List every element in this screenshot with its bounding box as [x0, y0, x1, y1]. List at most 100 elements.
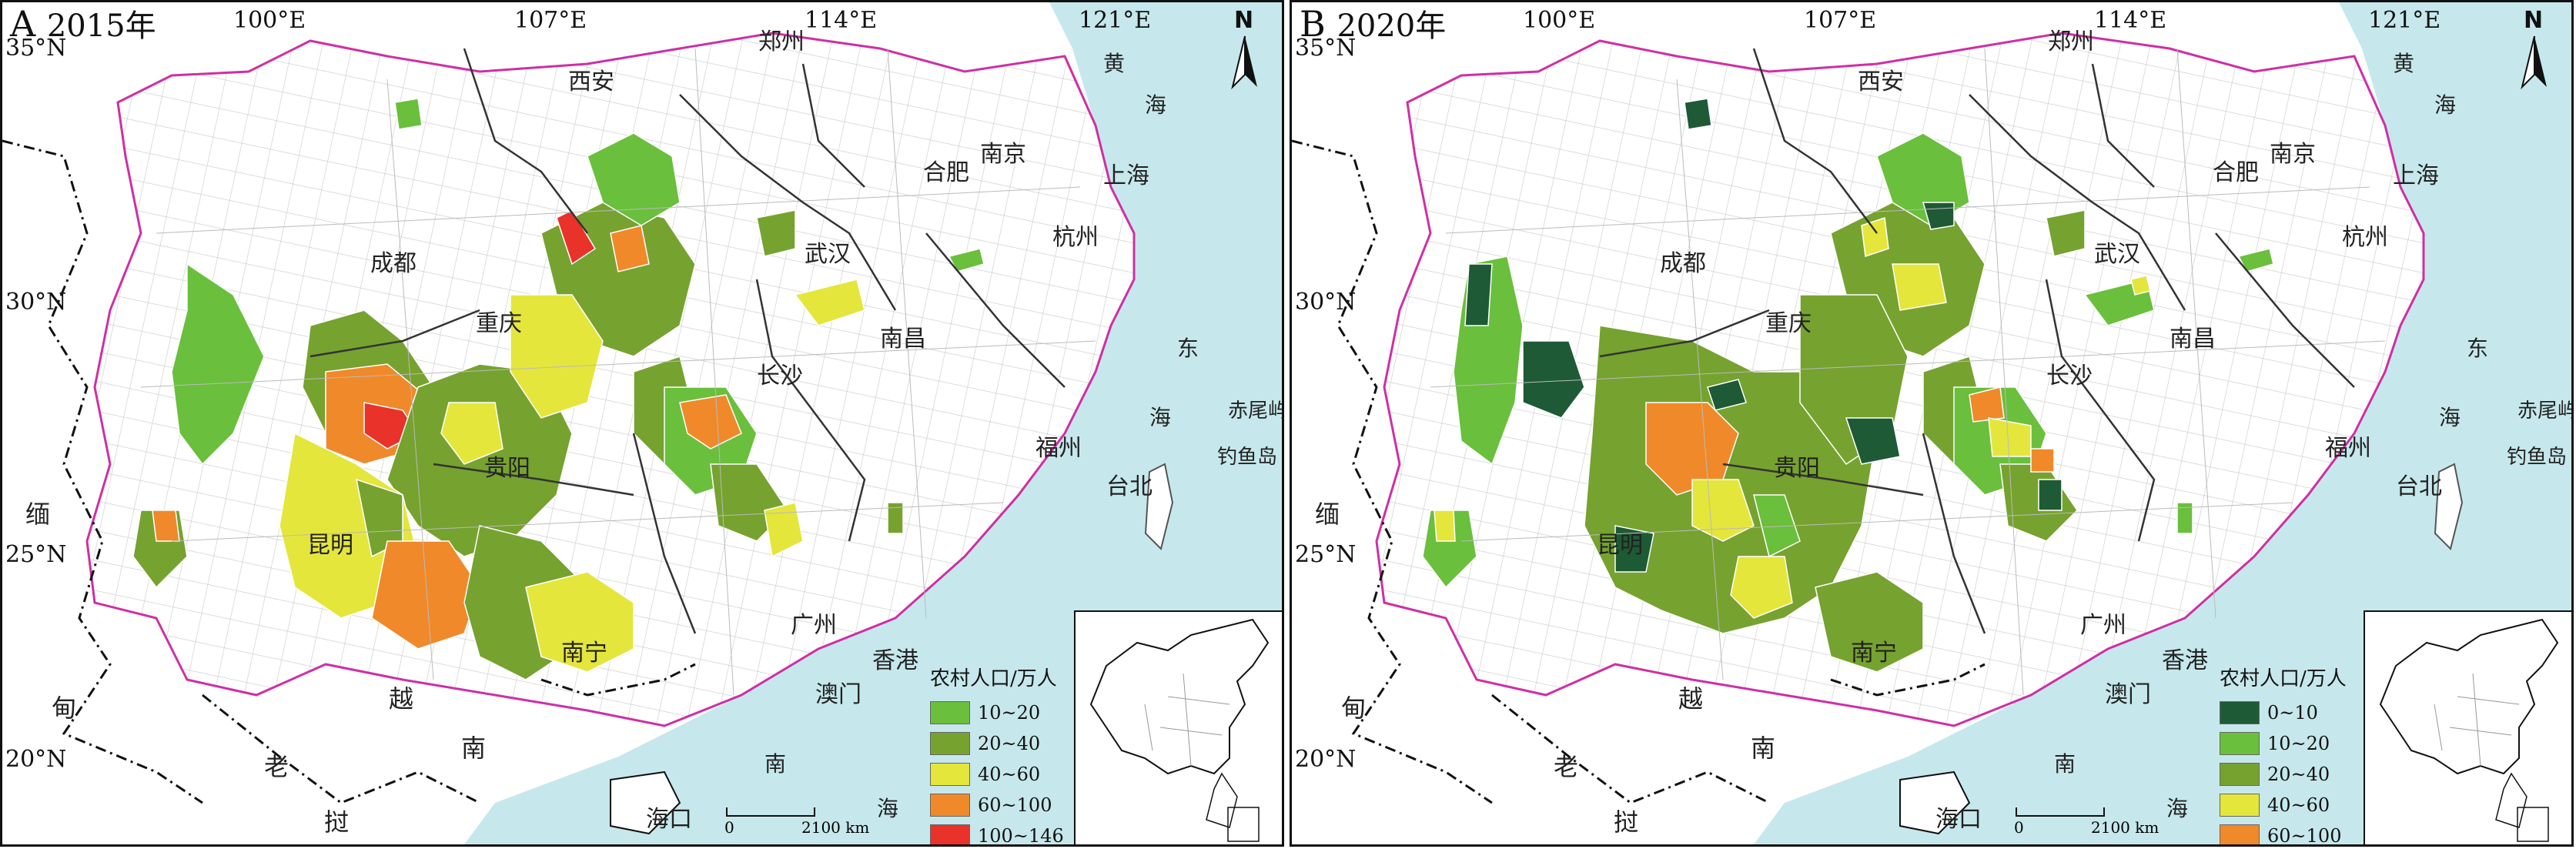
city-label: 上海 [1103, 162, 1149, 189]
city-label: 南京 [2270, 141, 2316, 168]
latitude-label: 20°N [1295, 746, 1357, 773]
sea-label: 海 [2166, 796, 2189, 821]
city-label: 杭州 [1052, 224, 1099, 251]
longitude-label: 100°E [233, 7, 306, 34]
country-label: 老 [264, 752, 289, 781]
city-label: 长沙 [2046, 363, 2093, 389]
china-inset-map [1074, 610, 1282, 844]
province-boundaries [309, 48, 1066, 634]
city-label: 成都 [370, 250, 417, 277]
legend-title: 农村人口/万人 [2220, 667, 2347, 690]
legend-item: 0~10 [2220, 697, 2374, 728]
city-label: 昆明 [1597, 532, 1643, 559]
county-boundaries [1430, 48, 2386, 696]
china-inset-map [2364, 610, 2571, 844]
province-boundaries [1599, 48, 2355, 634]
city-label: 福州 [2325, 435, 2371, 462]
scale-zero: 0 [2014, 818, 2024, 837]
china-outline-icon [1089, 618, 1270, 842]
city-label: 合肥 [923, 159, 969, 186]
county-boundaries [140, 48, 1096, 696]
city-label: 重庆 [1765, 310, 1812, 337]
panel-letter: A [10, 3, 36, 45]
country-label: 挝 [324, 807, 350, 837]
city-label: 台北 [2396, 473, 2442, 500]
city-label: 广州 [791, 612, 837, 639]
north-label: N [1234, 7, 1254, 34]
north-arrow: N [2511, 7, 2558, 92]
city-label: 武汉 [2094, 241, 2140, 268]
legend-swatch [2220, 732, 2260, 755]
country-label: 甸 [52, 694, 77, 723]
taiwan-island [1144, 463, 1174, 550]
legend-label: 100~146 [978, 825, 1064, 847]
city-label: 香港 [872, 647, 918, 674]
scale-bar: 0 2100 km [2014, 803, 2159, 837]
panel-year: 2020年 [1337, 8, 1447, 44]
scale-bar: 0 2100 km [724, 803, 869, 837]
panel-letter: B [1300, 3, 1326, 45]
legend-label: 60~100 [978, 794, 1052, 816]
hainan-island [1899, 770, 1971, 835]
legend-item: 20~40 [2220, 759, 2374, 790]
city-label: 贵阳 [484, 455, 530, 482]
sea-label: 南 [2054, 751, 2076, 777]
china-outline-icon [2379, 618, 2559, 842]
rural-population-choropleth [132, 98, 985, 680]
city-label: 郑州 [2048, 28, 2094, 55]
longitude-label: 107°E [514, 7, 587, 34]
longitude-label: 114°E [805, 7, 878, 34]
hainan-island [610, 770, 681, 835]
legend: 农村人口/万人 0~10 10~20 20~40 40~60 60~100 [2220, 663, 2374, 847]
legend-item: 40~60 [2220, 790, 2374, 821]
city-label: 郑州 [758, 28, 805, 55]
city-label: 福州 [1035, 435, 1082, 462]
north-arrow-icon [1231, 35, 1257, 90]
country-label: 老 [1554, 752, 1579, 781]
latitude-label: 30°N [1295, 289, 1357, 316]
country-label: 南 [461, 734, 487, 763]
north-label: N [2524, 7, 2544, 34]
country-label: 南 [1751, 734, 1776, 763]
latitude-label: 30°N [5, 289, 67, 316]
country-label: 越 [389, 684, 414, 714]
legend-swatch [2220, 824, 2260, 844]
island-label: 钓鱼岛 [2507, 446, 2568, 469]
sea-label: 东 [2467, 336, 2489, 361]
city-label: 澳门 [815, 681, 861, 708]
panel-title: B 2020年 [1300, 2, 1447, 45]
scale-bar-line [2016, 807, 2105, 817]
scale-distance: 2100 km [2091, 818, 2159, 837]
longitude-label: 100°E [1523, 7, 1596, 34]
country-label: 缅 [25, 500, 51, 529]
legend-title: 农村人口/万人 [930, 667, 1057, 690]
legend-swatch [930, 701, 970, 724]
city-label: 香港 [2162, 647, 2208, 674]
longitude-label: 114°E [2094, 7, 2167, 34]
island-label: 赤尾屿 [2517, 399, 2574, 423]
city-label: 南宁 [1851, 640, 1897, 667]
country-label: 缅 [1315, 500, 1340, 529]
latitude-label: 35°N [1295, 35, 1357, 62]
sea-label: 东 [1177, 336, 1199, 361]
latitude-label: 25°N [1295, 541, 1357, 568]
legend-label: 20~40 [2267, 764, 2330, 785]
north-arrow: N [1222, 7, 1268, 92]
legend-item: 60~100 [2220, 821, 2374, 847]
legend-label: 60~100 [2267, 825, 2342, 847]
city-label: 南京 [980, 141, 1026, 168]
sea-label: 海 [877, 796, 899, 821]
city-label: 贵阳 [1774, 455, 1820, 482]
country-label: 挝 [1614, 807, 1639, 837]
city-label: 合肥 [2213, 159, 2259, 186]
island-label: 赤尾屿 [1228, 399, 1284, 423]
sea-label: 黄 [2393, 51, 2415, 76]
panel-title: A 2015年 [10, 2, 156, 45]
sea-label: 南 [764, 751, 787, 777]
city-label: 武汉 [805, 241, 851, 268]
latitude-label: 25°N [5, 541, 67, 568]
international-borders [2, 139, 696, 804]
city-label: 重庆 [476, 310, 522, 337]
legend-swatch [2220, 794, 2260, 817]
scale-distance: 2100 km [801, 818, 870, 837]
